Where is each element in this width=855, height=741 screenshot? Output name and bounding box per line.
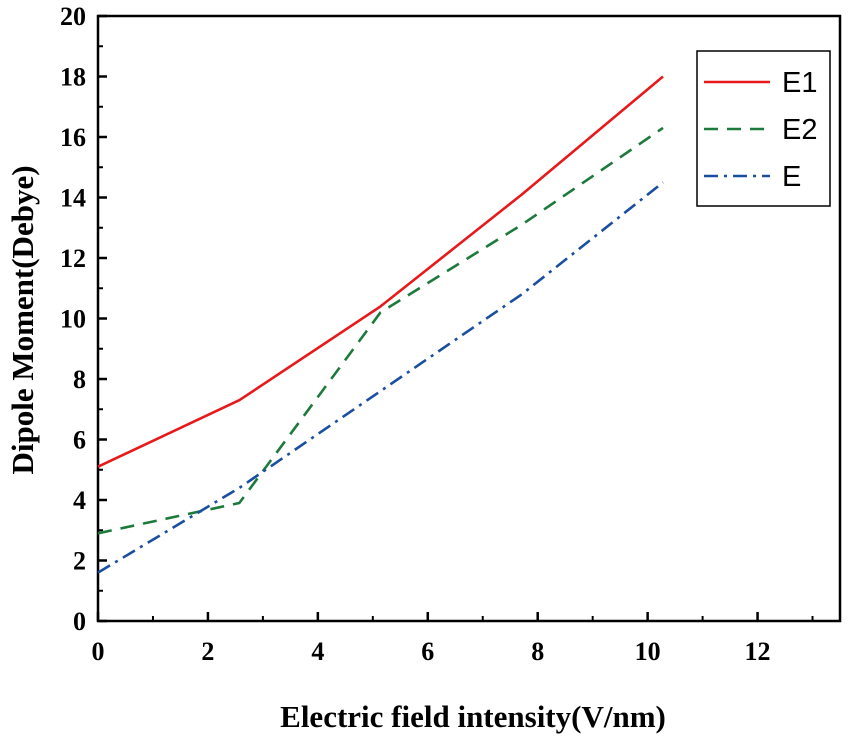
x-tick-label: 0 (92, 637, 105, 666)
y-tick-label: 0 (73, 607, 86, 636)
y-tick-label: 12 (60, 244, 86, 273)
y-axis-title-wrap: Dipole Moment(Debye) (5, 165, 40, 474)
y-tick-label: 2 (73, 547, 86, 576)
series-line-e2 (97, 126, 664, 535)
plot-area: 0 2 4 6 8 10 12 14 16 18 20 0 2 4 6 8 10 12 E1 E2 E (60, 2, 842, 666)
x-tick-label: 6 (421, 637, 434, 666)
x-tick-label: 12 (745, 637, 771, 666)
x-tick-label: 8 (531, 637, 544, 666)
series-line-e1 (97, 75, 664, 468)
y-tick-label: 10 (60, 305, 86, 334)
legend-label-e: E (782, 161, 801, 193)
x-tick-label: 4 (311, 637, 324, 666)
y-tick-label: 8 (73, 365, 86, 394)
legend-label-e1: E1 (782, 67, 817, 99)
y-tick-label: 14 (60, 184, 86, 213)
y-tick-label: 6 (73, 426, 86, 455)
x-tick-label: 10 (635, 637, 661, 666)
y-tick-label: 20 (60, 2, 86, 31)
y-tick-label: 4 (73, 486, 86, 515)
y-tick-label: 18 (60, 63, 86, 92)
x-tick-label: 2 (201, 637, 214, 666)
legend-label-e2: E2 (782, 114, 817, 146)
legend: E1 E2 E (696, 50, 831, 207)
x-axis-title: Electric field intensity(V/nm) (280, 699, 666, 734)
series-line-e (97, 181, 664, 574)
y-tick-label: 16 (60, 123, 86, 152)
y-axis-title: Dipole Moment(Debye) (5, 165, 40, 474)
